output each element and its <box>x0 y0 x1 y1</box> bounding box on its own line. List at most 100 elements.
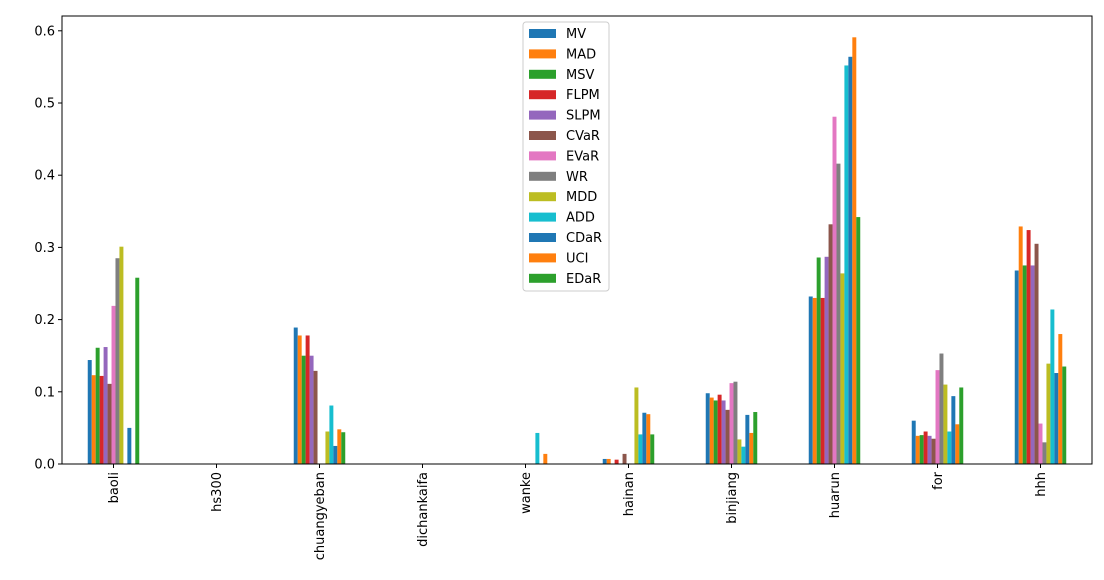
bar-edar-chuangyeban <box>341 432 346 464</box>
bar-wr-baoli <box>115 258 120 464</box>
bar-flpm-huarun <box>820 297 825 464</box>
x-tick-label: wanke <box>519 472 534 514</box>
x-tick-label: dichankaifa <box>416 472 431 547</box>
bar-uci-hhh <box>1058 334 1063 464</box>
legend-label-flpm: FLPM <box>566 88 600 103</box>
bar-mad-huarun <box>812 297 817 464</box>
bar-add-binjiang <box>741 446 746 464</box>
bar-slpm-for <box>927 435 932 464</box>
bar-mv-binjiang <box>705 393 710 464</box>
legend-label-mv: MV <box>566 27 586 42</box>
bar-mv-hainan <box>602 458 607 464</box>
legend-swatch-mdd <box>529 192 556 202</box>
bar-flpm-for <box>923 431 928 464</box>
bar-msv-baoli <box>95 347 100 464</box>
legend: MV MAD MSV FLPM SLPM CVaR EVaR WR MDD ADD CDaR UCI E… <box>522 21 610 292</box>
bar-mdd-chuangyeban <box>325 431 330 464</box>
y-tick-label: 0.4 <box>34 169 55 184</box>
legend-swatch-evar <box>529 151 556 161</box>
bar-mad-binjiang <box>709 397 714 464</box>
legend-swatch-wr <box>529 171 556 181</box>
legend-swatch-mv <box>529 29 556 38</box>
bar-mdd-for <box>943 384 948 464</box>
bar-msv-chuangyeban <box>301 355 306 464</box>
bar-mv-for <box>911 420 916 464</box>
legend-label-uci: UCI <box>566 251 588 266</box>
bar-mv-huarun <box>808 296 813 464</box>
x-tick-label: hainan <box>622 472 637 516</box>
bar-mv-hhh <box>1014 270 1019 464</box>
axes-layer: baoli hs300 chuangyeban dichankaifa wanke hai… <box>34 15 1093 560</box>
bar-slpm-binjiang <box>721 400 726 464</box>
bar-uci-binjiang <box>749 432 754 464</box>
bar-flpm-hainan <box>614 459 619 464</box>
bar-wr-huarun <box>836 163 841 464</box>
bar-mv-baoli <box>87 360 92 464</box>
bar-uci-wanke <box>543 453 548 464</box>
y-tick-label: 0.0 <box>34 458 55 473</box>
bar-mv-chuangyeban <box>293 327 298 464</box>
bar-msv-for <box>919 435 924 464</box>
bar-cvar-hainan <box>622 453 627 464</box>
legend-swatch-flpm <box>529 90 556 100</box>
bar-mad-baoli <box>91 375 96 464</box>
bar-slpm-chuangyeban <box>309 355 314 464</box>
bar-cdar-for <box>951 396 956 464</box>
bar-evar-for <box>935 370 940 464</box>
bar-msv-hhh <box>1022 265 1027 464</box>
legend-label-edar: EDaR <box>566 272 601 287</box>
bar-add-hhh <box>1050 309 1055 464</box>
bar-flpm-hhh <box>1026 230 1031 464</box>
x-tick-label: for <box>931 471 946 490</box>
legend-label-slpm: SLPM <box>566 109 601 124</box>
bar-cdar-baoli <box>127 427 132 464</box>
legend-swatch-msv <box>529 69 556 79</box>
bar-msv-binjiang <box>713 400 718 464</box>
x-tick-label: hhh <box>1034 472 1049 497</box>
y-tick-label: 0.1 <box>34 385 55 400</box>
bar-mdd-binjiang <box>737 439 742 464</box>
legend-label-evar: EVaR <box>566 149 599 164</box>
y-tick-label: 0.3 <box>34 241 55 256</box>
x-tick-label: hs300 <box>210 472 225 512</box>
bar-cdar-hhh <box>1054 373 1059 464</box>
bar-wr-binjiang <box>733 381 738 464</box>
bar-edar-baoli <box>135 277 140 464</box>
bar-flpm-binjiang <box>717 394 722 464</box>
legend-swatch-cdar <box>529 233 556 242</box>
x-tick-label: binjiang <box>725 472 740 524</box>
bar-uci-for <box>955 424 960 464</box>
bar-flpm-baoli <box>99 375 104 464</box>
bar-mdd-hainan <box>634 387 639 464</box>
bar-cdar-chuangyeban <box>333 445 338 464</box>
bar-wr-for <box>939 353 944 464</box>
legend-swatch-add <box>529 212 556 222</box>
bar-mad-hainan <box>606 458 611 464</box>
bar-msv-huarun <box>816 257 821 464</box>
legend-swatch-cvar <box>529 131 556 140</box>
legend-label-msv: MSV <box>566 68 594 83</box>
bar-wr-hhh <box>1042 442 1047 464</box>
bar-mdd-hhh <box>1046 363 1051 464</box>
bar-evar-binjiang <box>729 383 734 464</box>
legend-label-add: ADD <box>566 211 595 226</box>
legend-swatch-uci <box>529 253 556 263</box>
legend-box <box>522 21 610 292</box>
bar-add-hainan <box>638 434 643 464</box>
bar-uci-huarun <box>852 37 857 465</box>
bar-edar-for <box>959 387 964 464</box>
bar-cdar-hainan <box>642 412 647 464</box>
plot-frame <box>61 15 1093 465</box>
bar-evar-huarun <box>832 116 837 464</box>
legend-label-mad: MAD <box>566 47 596 62</box>
legend-label-mdd: MDD <box>566 190 597 205</box>
bar-cvar-hhh <box>1034 243 1039 464</box>
legend-label-cvar: CVaR <box>566 129 600 144</box>
bar-add-wanke <box>535 432 540 464</box>
y-tick-label: 0.6 <box>34 24 55 39</box>
bar-edar-binjiang <box>753 412 758 464</box>
y-tick-label: 0.2 <box>34 313 55 328</box>
bar-cdar-huarun <box>848 56 853 464</box>
x-tick-label: chuangyeban <box>313 472 328 560</box>
bar-uci-hainan <box>646 414 651 464</box>
